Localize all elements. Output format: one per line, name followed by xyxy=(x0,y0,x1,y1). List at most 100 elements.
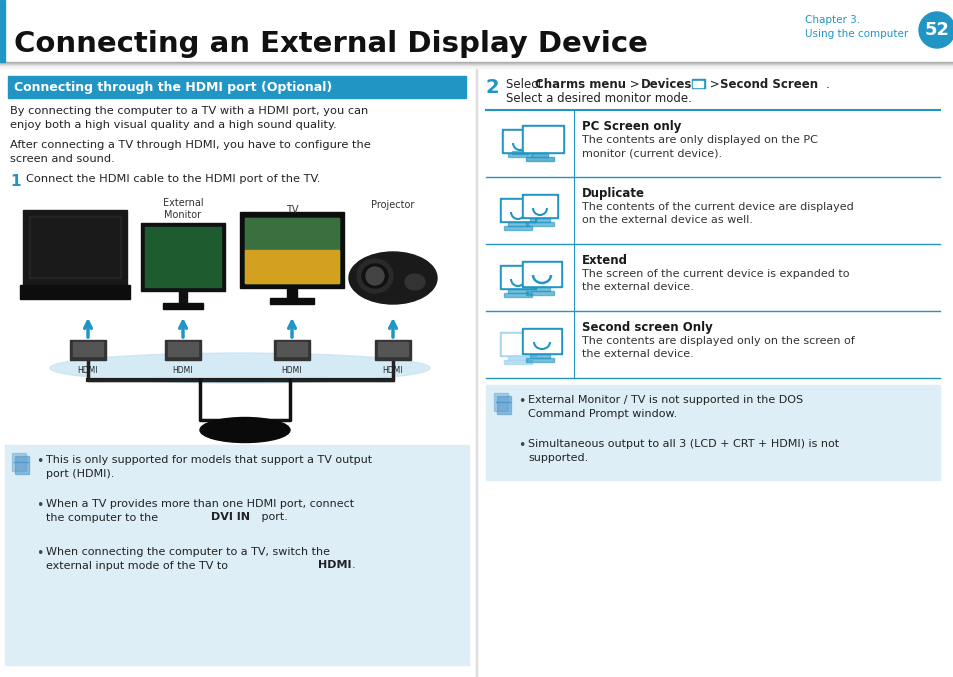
Text: •: • xyxy=(36,547,43,560)
Bar xyxy=(0,66,953,67)
Ellipse shape xyxy=(200,418,290,443)
Bar xyxy=(507,356,527,360)
Ellipse shape xyxy=(361,264,388,288)
Text: Extend: Extend xyxy=(581,254,627,267)
Text: HDMI: HDMI xyxy=(77,366,98,375)
Bar xyxy=(276,342,307,356)
Bar xyxy=(245,250,338,283)
Text: .: . xyxy=(352,560,355,570)
Bar xyxy=(70,340,106,360)
Text: Select: Select xyxy=(505,78,545,91)
FancyBboxPatch shape xyxy=(494,393,508,411)
Text: When connecting the computer to a TV, switch the
external input mode of the TV t: When connecting the computer to a TV, sw… xyxy=(46,547,330,571)
Ellipse shape xyxy=(356,259,393,293)
Bar xyxy=(693,81,702,87)
Bar xyxy=(375,340,411,360)
Text: This is only supported for models that support a TV output
port (HDMI).: This is only supported for models that s… xyxy=(46,455,372,479)
Bar xyxy=(501,334,534,354)
Text: 52: 52 xyxy=(923,21,948,39)
Text: Chapter 3.: Chapter 3. xyxy=(804,15,860,25)
Text: Using the computer: Using the computer xyxy=(804,29,907,39)
Bar xyxy=(525,291,554,295)
Bar xyxy=(145,227,221,287)
Bar xyxy=(0,0,5,62)
Bar xyxy=(530,218,550,222)
Bar xyxy=(512,151,527,154)
FancyBboxPatch shape xyxy=(20,285,130,299)
Text: •: • xyxy=(517,439,525,452)
Bar xyxy=(523,196,556,216)
Text: The contents are displayed only on the screen of
the external device.: The contents are displayed only on the s… xyxy=(581,336,854,359)
Bar xyxy=(503,131,536,151)
Bar xyxy=(523,263,559,285)
Bar xyxy=(525,222,554,226)
Text: TV: TV xyxy=(286,205,298,215)
Ellipse shape xyxy=(405,274,424,290)
Bar xyxy=(274,340,310,360)
Bar xyxy=(141,223,225,291)
Bar xyxy=(8,76,465,98)
Ellipse shape xyxy=(349,252,436,304)
Bar xyxy=(501,200,534,220)
FancyBboxPatch shape xyxy=(23,210,127,285)
Bar xyxy=(521,194,558,218)
Bar xyxy=(0,62,953,63)
Bar xyxy=(499,332,536,356)
Bar xyxy=(530,354,550,358)
Text: External
Monitor: External Monitor xyxy=(163,198,203,221)
Text: >: > xyxy=(705,78,722,91)
Bar xyxy=(521,125,563,153)
Bar xyxy=(73,342,103,356)
Text: Duplicate: Duplicate xyxy=(581,187,644,200)
Bar xyxy=(287,288,296,300)
Text: DVI IN: DVI IN xyxy=(211,512,250,522)
Text: When a TV provides more than one HDMI port, connect
the computer to the: When a TV provides more than one HDMI po… xyxy=(46,499,354,523)
Bar xyxy=(501,267,534,287)
Text: Connect the HDMI cable to the HDMI port of the TV.: Connect the HDMI cable to the HDMI port … xyxy=(26,174,320,184)
Bar xyxy=(507,222,527,226)
Text: HDMI: HDMI xyxy=(318,560,352,570)
Text: 2: 2 xyxy=(485,78,499,97)
Bar xyxy=(0,63,953,64)
Text: 1: 1 xyxy=(10,174,20,189)
Bar xyxy=(503,226,532,230)
Text: •: • xyxy=(36,455,43,468)
Bar xyxy=(0,67,953,68)
Circle shape xyxy=(918,12,953,48)
Text: Second Screen: Second Screen xyxy=(720,78,818,91)
Text: HDMI: HDMI xyxy=(281,366,302,375)
Text: After connecting a TV through HDMI, you have to configure the
screen and sound.: After connecting a TV through HDMI, you … xyxy=(10,140,371,164)
Text: Connecting through the HDMI port (Optional): Connecting through the HDMI port (Option… xyxy=(14,81,332,93)
Bar xyxy=(503,293,532,297)
Text: Second screen Only: Second screen Only xyxy=(581,321,712,334)
Text: The contents are only displayed on the PC
monitor (current device).: The contents are only displayed on the P… xyxy=(581,135,817,158)
Text: PC Screen only: PC Screen only xyxy=(581,120,680,133)
Bar xyxy=(507,289,527,293)
Bar xyxy=(521,261,561,287)
Bar xyxy=(30,218,119,276)
Bar xyxy=(0,64,953,65)
Bar xyxy=(165,340,201,360)
Bar xyxy=(179,291,187,305)
Text: The screen of the current device is expanded to
the external device.: The screen of the current device is expa… xyxy=(581,269,848,292)
Bar xyxy=(377,342,408,356)
Text: HDMI: HDMI xyxy=(382,366,403,375)
Bar xyxy=(525,157,554,161)
Bar xyxy=(240,212,344,288)
Bar xyxy=(525,358,554,362)
Text: By connecting the computer to a TV with a HDMI port, you can
enjoy both a high v: By connecting the computer to a TV with … xyxy=(10,106,368,130)
Text: >: > xyxy=(625,78,642,91)
Text: Simultaneous output to all 3 (LCD + CRT + HDMI) is not
supported.: Simultaneous output to all 3 (LCD + CRT … xyxy=(527,439,839,462)
FancyBboxPatch shape xyxy=(497,396,511,414)
Text: •: • xyxy=(517,395,525,408)
Text: .: . xyxy=(825,78,829,91)
Text: HDMI: HDMI xyxy=(172,366,193,375)
Text: Charms menu: Charms menu xyxy=(535,78,625,91)
Bar xyxy=(245,218,338,283)
Ellipse shape xyxy=(50,353,430,383)
Bar xyxy=(521,328,561,354)
Bar xyxy=(485,385,939,480)
Bar xyxy=(245,218,338,283)
Bar xyxy=(523,330,559,352)
Text: •: • xyxy=(36,499,43,512)
